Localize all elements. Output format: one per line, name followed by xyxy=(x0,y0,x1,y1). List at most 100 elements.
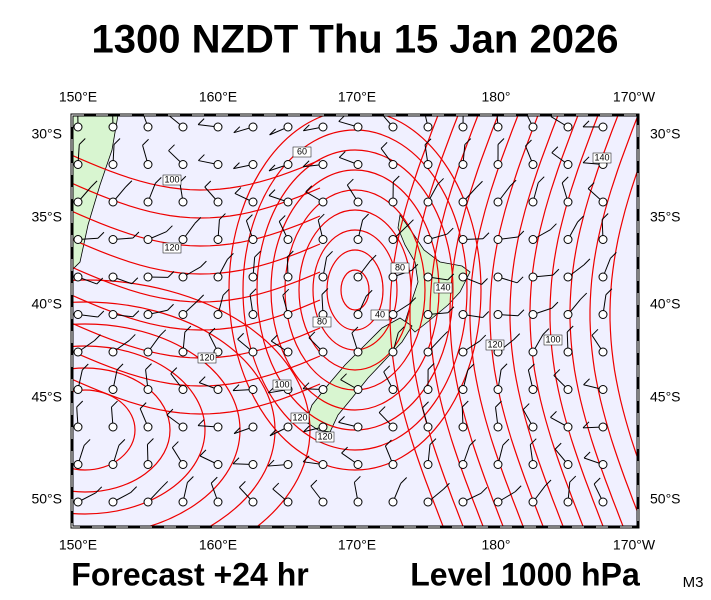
barb-flag xyxy=(542,328,550,335)
station xyxy=(248,385,258,394)
isobar-label: 120 xyxy=(292,412,307,422)
isobar-label: 120 xyxy=(164,242,179,252)
isobar-label: 100 xyxy=(545,334,560,344)
barb-flag xyxy=(378,406,386,413)
station xyxy=(388,347,398,357)
barb-flag xyxy=(424,138,432,146)
station xyxy=(283,160,293,169)
barb-flag xyxy=(308,331,316,339)
barb-flag xyxy=(362,213,369,221)
isobar-label: 120 xyxy=(487,339,502,349)
barb-flag xyxy=(480,486,488,494)
lon-label-bottom: 170°W xyxy=(613,537,656,553)
station xyxy=(318,235,328,244)
station xyxy=(388,272,398,282)
station xyxy=(598,272,608,282)
lat-label-left: 45°S xyxy=(31,389,62,405)
barb-flag xyxy=(593,477,601,485)
barb-flag xyxy=(326,250,333,258)
barb-flag xyxy=(385,439,392,447)
station xyxy=(423,460,433,469)
station xyxy=(458,497,468,507)
barb-flag xyxy=(529,438,537,446)
station xyxy=(528,497,538,507)
barb-flag xyxy=(550,223,557,231)
barb-flag xyxy=(97,310,105,318)
station xyxy=(388,385,398,394)
station xyxy=(353,497,363,507)
barb-flag xyxy=(267,459,275,467)
barb-flag xyxy=(147,438,154,445)
model-code: M3 xyxy=(683,574,704,591)
forecast-label: Forecast +24 hr xyxy=(71,556,308,592)
barb-flag xyxy=(111,400,118,408)
barb-flag xyxy=(383,365,391,373)
isobar-label-box xyxy=(370,309,390,321)
isobar-label: 100 xyxy=(274,379,289,389)
barb-flag xyxy=(569,475,577,483)
station xyxy=(563,460,573,469)
barb-flag xyxy=(583,378,590,386)
isobar-label-box xyxy=(290,412,310,424)
lat-label-right: 50°S xyxy=(650,491,681,507)
station xyxy=(248,422,258,432)
barb-flag xyxy=(582,120,590,128)
station xyxy=(458,422,468,432)
isobar-label-box xyxy=(390,262,410,274)
isobar-label: 120 xyxy=(199,352,214,362)
station xyxy=(353,197,363,207)
barb-flag xyxy=(469,439,476,446)
station xyxy=(108,197,118,207)
barb-flag xyxy=(219,213,226,220)
barb-flag xyxy=(443,482,450,490)
barb-flag xyxy=(269,429,277,437)
barb-flag xyxy=(302,455,310,463)
barb-flag xyxy=(407,219,414,227)
barb-flag xyxy=(482,311,490,318)
isobar-label-box xyxy=(162,242,182,254)
station xyxy=(458,235,468,244)
station xyxy=(493,235,503,244)
barb-flag xyxy=(601,213,609,220)
station xyxy=(178,122,188,132)
station xyxy=(353,235,363,244)
station xyxy=(423,272,433,282)
barb-flag xyxy=(409,297,417,304)
station xyxy=(108,497,118,507)
station xyxy=(598,197,608,207)
barb-flag xyxy=(145,363,152,371)
station xyxy=(598,422,608,432)
barb-flag xyxy=(302,382,310,390)
barb-flag xyxy=(461,400,469,408)
barb-flag xyxy=(467,363,475,371)
station xyxy=(563,122,573,132)
station xyxy=(283,235,293,244)
barb-flag xyxy=(446,227,454,235)
station xyxy=(598,310,608,319)
station xyxy=(353,122,363,132)
barb-flag xyxy=(423,102,429,108)
station xyxy=(598,347,608,357)
station xyxy=(353,160,363,169)
station xyxy=(528,460,538,469)
barb-flag xyxy=(112,101,118,107)
barb-flag xyxy=(197,118,205,125)
station xyxy=(493,497,503,507)
station xyxy=(248,272,258,282)
barb-flag xyxy=(232,457,240,465)
barb-flag xyxy=(198,154,205,161)
station xyxy=(143,422,153,432)
lon-label-top: 150°E xyxy=(59,89,97,105)
station xyxy=(318,422,328,432)
station xyxy=(318,197,328,207)
barb-flag xyxy=(437,178,444,185)
barb-flag xyxy=(346,178,354,186)
station xyxy=(458,122,468,132)
barb-flag xyxy=(537,176,545,184)
barb-flag xyxy=(132,231,140,239)
barb-flag xyxy=(514,485,522,493)
station xyxy=(388,310,398,319)
barb-flag xyxy=(246,214,253,221)
barb-flag xyxy=(550,411,557,418)
isobar xyxy=(72,323,241,527)
